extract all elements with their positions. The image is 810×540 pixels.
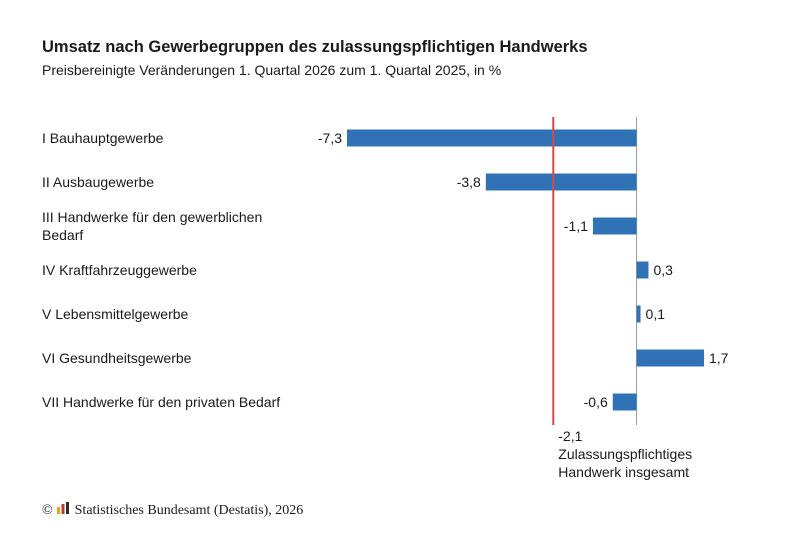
category-label: III Handwerke für den gewerblichen Bedarf (42, 209, 262, 243)
data-label: -1,1 (564, 218, 588, 234)
copyright-symbol: © (42, 502, 53, 518)
data-label: 1,7 (709, 350, 729, 366)
data-bar (636, 305, 641, 323)
data-bar (636, 349, 704, 367)
data-label: -0,6 (584, 394, 608, 410)
data-bar (347, 129, 637, 147)
chart-subtitle: Preisbereinigte Veränderungen 1. Quartal… (42, 62, 502, 78)
category-label: I Bauhauptgewerbe (42, 130, 164, 146)
source-text: Statistisches Bundesamt (Destatis), 2026 (74, 502, 304, 518)
category-label: V Lebensmittelgewerbe (42, 306, 189, 322)
data-label: 0,1 (646, 306, 666, 322)
category-label: II Ausbaugewerbe (42, 174, 154, 190)
category-label: VI Gesundheitsgewerbe (42, 350, 192, 366)
data-bar (636, 261, 649, 279)
data-label: 0,3 (653, 262, 673, 278)
source-footer: © Statistisches Bundesamt (Destatis), 20… (42, 502, 303, 519)
category-label: IV Kraftfahrzeuggewerbe (42, 262, 197, 278)
data-bar (485, 173, 637, 191)
category-label: VII Handwerke für den privaten Bedarf (42, 394, 280, 410)
chart-title: Umsatz nach Gewerbegruppen des zulassung… (42, 38, 588, 56)
data-bar (592, 217, 637, 235)
reference-value-label: -2,1 (558, 428, 582, 444)
destatis-logo-icon (56, 502, 70, 519)
reference-label: Zulassungspflichtiges (558, 446, 692, 462)
data-label: -3,8 (457, 174, 481, 190)
data-bar (612, 393, 637, 411)
data-label: -7,3 (318, 130, 342, 146)
reference-label: Handwerk insgesamt (558, 464, 689, 480)
